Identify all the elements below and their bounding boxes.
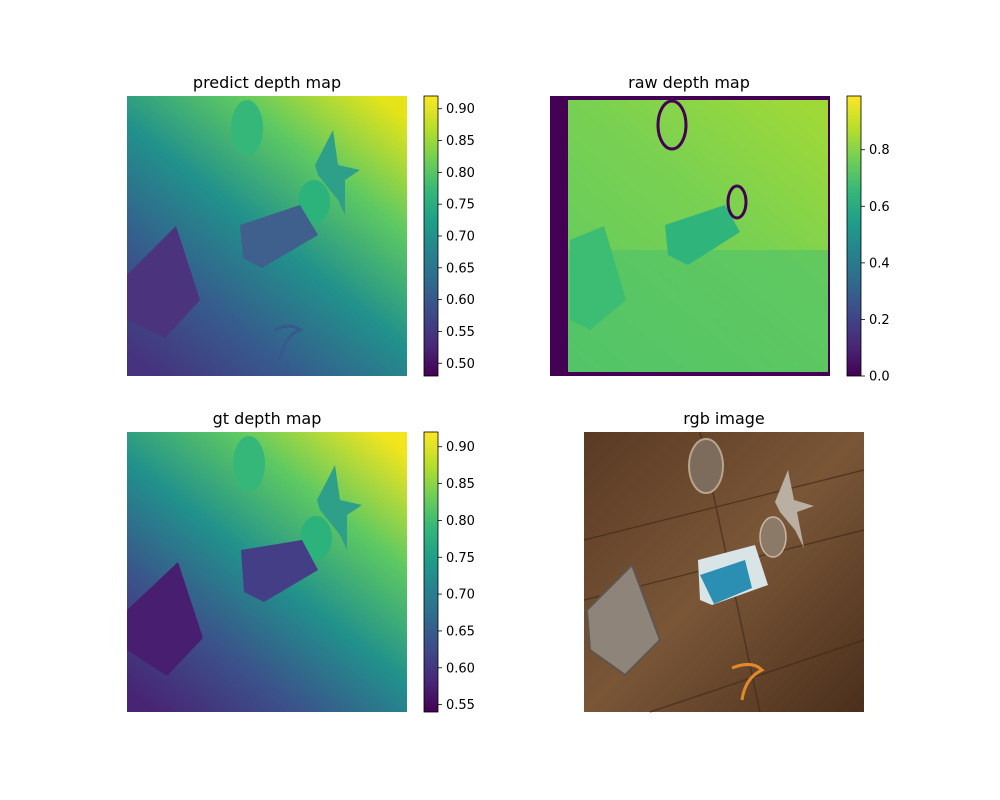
colorbar-tick-label: 0.80	[446, 514, 475, 529]
toy-key	[731, 663, 765, 701]
colorbar-tick-label: 0.90	[446, 440, 475, 455]
colorbar-tick-label: 0.65	[446, 624, 475, 639]
colorbar-tick-label: 0.55	[446, 325, 475, 340]
bottle-label	[700, 560, 752, 604]
colorbar	[423, 431, 439, 713]
colorbar-tick-label: 0.60	[446, 661, 475, 676]
colorbar-tick-label: 0.85	[446, 477, 475, 492]
box-region	[127, 562, 203, 676]
colorbar	[846, 95, 862, 377]
colorbar-tick-label: 0.6	[869, 200, 890, 215]
colorbar-tick-label: 0.80	[446, 166, 475, 181]
colorbar-tick-label: 0.60	[446, 293, 475, 308]
bottle-rim-hole	[726, 184, 748, 220]
bottle-glass-end	[759, 516, 787, 558]
colorbar-predict: 0.90 0.85 0.80 0.75 0.70 0.65 0.60 0.55 0.50	[423, 95, 475, 377]
key-region	[274, 324, 304, 361]
bottle-body-region	[240, 205, 318, 268]
box-region	[127, 226, 200, 338]
colorbar-tick-label: 0.70	[446, 588, 475, 603]
cup-region	[231, 100, 263, 156]
toy-airplane	[775, 470, 814, 548]
cup-region	[233, 436, 265, 492]
colorbar-tick-label: 0.90	[446, 102, 475, 117]
airplane-region	[315, 130, 360, 215]
glass-cup	[688, 438, 724, 494]
colorbar-gt: 0.90 0.85 0.80 0.75 0.70 0.65 0.60 0.55	[423, 431, 475, 713]
colorbar-tick-label: 0.50	[446, 357, 475, 372]
colorbar-tick-label: 0.55	[446, 698, 475, 713]
panel-rgb: rgb image	[583, 409, 865, 713]
panel-title: raw depth map	[628, 73, 750, 92]
colorbar-tick-label: 0.4	[869, 256, 890, 271]
bottle-body-region	[241, 540, 318, 602]
box-region	[570, 226, 626, 330]
cup-hole	[656, 99, 688, 151]
panel-title: rgb image	[683, 409, 765, 428]
panel-predict: predict depth map	[127, 73, 407, 376]
colorbar-tick-label: 0.75	[446, 551, 475, 566]
panel-title: predict depth map	[193, 73, 341, 92]
colorbar-raw: 0.8 0.6 0.4 0.2 0.0	[846, 95, 890, 385]
colorbar-tick-label: 0.2	[869, 313, 890, 328]
bottle-region	[300, 516, 332, 560]
colorbar-tick-label: 0.85	[446, 134, 475, 149]
bottle-region	[298, 180, 330, 224]
airplane-region	[317, 465, 362, 550]
colorbar	[423, 95, 439, 377]
panel-raw: raw depth map	[550, 73, 830, 376]
toy-box	[585, 563, 662, 677]
colorbar-tick-label: 0.8	[869, 143, 890, 158]
colorbar-tick-label: 0.65	[446, 261, 475, 276]
colorbar-tick-label: 0.0	[869, 370, 890, 385]
bottle-region	[665, 205, 740, 265]
panel-gt: gt depth map	[127, 409, 407, 712]
colorbar-tick-label: 0.75	[446, 198, 475, 213]
colorbar-tick-label: 0.70	[446, 230, 475, 245]
panel-title: gt depth map	[213, 409, 322, 428]
